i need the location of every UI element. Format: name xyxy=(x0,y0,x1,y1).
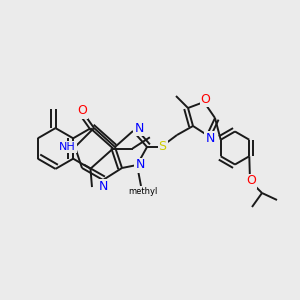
Text: NH: NH xyxy=(59,142,76,152)
Text: N: N xyxy=(134,122,144,134)
Text: O: O xyxy=(247,175,256,188)
Text: O: O xyxy=(201,92,210,106)
Text: methyl: methyl xyxy=(128,187,157,196)
Text: N: N xyxy=(98,179,108,193)
Text: N: N xyxy=(205,131,215,145)
Text: S: S xyxy=(158,140,166,154)
Text: N: N xyxy=(135,158,145,172)
Text: O: O xyxy=(77,104,87,118)
